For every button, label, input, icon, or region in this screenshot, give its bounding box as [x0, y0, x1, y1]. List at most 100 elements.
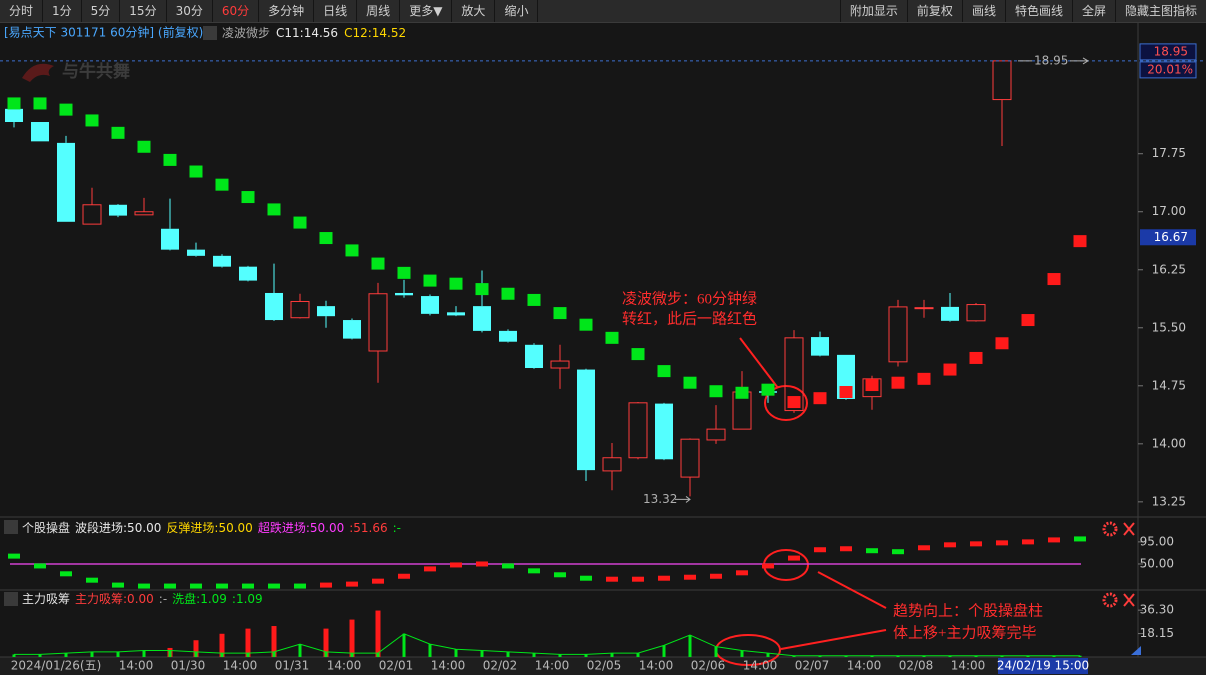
signal-marker	[241, 191, 255, 204]
candle-body	[368, 293, 388, 352]
signal-marker	[865, 379, 879, 392]
marker-bar	[1022, 539, 1034, 545]
bar	[142, 650, 146, 657]
candle-body	[213, 255, 231, 267]
signal-marker	[111, 126, 125, 139]
signal-marker	[735, 386, 749, 399]
toolbar-button[interactable]: 全屏	[1071, 0, 1115, 22]
toolbar-button[interactable]: 前复权	[906, 0, 962, 22]
annotation: 凌波微步：60分钟绿	[622, 290, 757, 307]
toolbar-button[interactable]: 30分	[167, 0, 213, 22]
signal-marker	[709, 385, 723, 398]
legend-title: 个股操盘	[22, 520, 70, 535]
legend-item: 反弹进场:50.00	[166, 521, 252, 535]
candle-body	[239, 266, 257, 281]
signal-marker	[293, 216, 307, 229]
marker-bar	[528, 568, 540, 574]
bar	[220, 653, 224, 657]
settings-icon[interactable]	[1102, 592, 1118, 608]
price-tag: 18.95	[1154, 44, 1188, 58]
toolbar-button[interactable]: 放大	[452, 0, 496, 22]
marker-bar	[476, 561, 488, 567]
toolbar-button[interactable]: 附加显示	[839, 0, 907, 22]
bar	[272, 651, 276, 657]
toolbar-button[interactable]: 多分钟	[259, 0, 315, 22]
bar	[948, 655, 952, 657]
toolbar-button[interactable]: 周线	[357, 0, 401, 22]
marker-bar	[320, 582, 332, 588]
candle-body	[888, 306, 908, 363]
bar	[454, 649, 458, 657]
marker-bar	[346, 581, 358, 587]
toolbar-button[interactable]: 1分	[43, 0, 82, 22]
x-tick-label: 14:00	[431, 659, 466, 673]
bar	[714, 646, 718, 657]
y-tick-label: 36.30	[1140, 603, 1174, 617]
marker-bar	[840, 546, 852, 552]
toolbar-button[interactable]: 特色画线	[1004, 0, 1072, 22]
marker-bar	[502, 563, 514, 569]
signal-marker	[501, 287, 515, 300]
x-tick-label: 14:00	[535, 659, 570, 673]
toolbar-button[interactable]: 隐藏主图指标	[1114, 0, 1206, 22]
signal-marker	[7, 97, 21, 110]
candle-body	[784, 337, 804, 412]
toolbar-button[interactable]: 缩小	[495, 0, 539, 22]
bar	[922, 655, 926, 657]
signal-marker	[189, 165, 203, 178]
close-icon[interactable]	[1123, 522, 1135, 536]
bar	[766, 653, 770, 657]
bar	[376, 653, 380, 657]
toolbar-button[interactable]: 60分	[213, 0, 260, 22]
signal-marker	[423, 274, 437, 287]
bar	[480, 650, 484, 657]
candle-body	[550, 360, 570, 369]
bar	[90, 651, 94, 657]
candle-body	[525, 344, 543, 369]
help-icon[interactable]	[203, 26, 217, 40]
min-arrow	[675, 496, 691, 503]
marker-bar	[268, 583, 280, 589]
toolbar-button[interactable]: 分时	[0, 0, 44, 22]
signal-marker	[761, 383, 775, 396]
y-tick-label: 95.00	[1140, 534, 1174, 548]
bar	[116, 651, 120, 657]
help-icon[interactable]	[4, 592, 18, 606]
legend-item: 凌波微步	[222, 26, 270, 40]
help-icon[interactable]	[4, 520, 18, 534]
line	[14, 633, 1080, 657]
signal-marker	[605, 331, 619, 344]
y-tick-label: 16.25	[1152, 262, 1186, 276]
bar	[870, 655, 874, 657]
toolbar-button[interactable]: 画线	[961, 0, 1005, 22]
marker-bar	[1048, 537, 1060, 543]
legend-item: C12:14.52	[344, 26, 406, 40]
toolbar-button[interactable]: 日线	[314, 0, 358, 22]
signal-marker	[1047, 273, 1061, 286]
marker-bar	[164, 583, 176, 589]
signal-marker	[85, 114, 99, 127]
settings-icon[interactable]	[1102, 521, 1118, 537]
marker-bar	[424, 566, 436, 572]
toolbar-button[interactable]: 15分	[120, 0, 167, 22]
toolbar-button[interactable]: 5分	[82, 0, 121, 22]
cursor-x-label: 24/02/19 15:00	[997, 659, 1089, 673]
close-icon[interactable]	[1123, 593, 1135, 607]
marker-bar	[918, 545, 930, 551]
toolbar-button[interactable]: 更多▼	[400, 0, 453, 22]
annotation: 趋势向上：个股操盘柱	[893, 601, 1043, 619]
bar	[792, 655, 796, 657]
marker-bar	[684, 574, 696, 580]
bar	[323, 628, 329, 657]
y-tick-label: 18.15	[1140, 626, 1174, 640]
bar	[194, 651, 198, 657]
candle-body	[941, 306, 959, 321]
marker-bar	[944, 542, 956, 548]
candle-body	[134, 211, 154, 216]
legend-item: :-	[159, 592, 167, 606]
bar	[64, 653, 68, 657]
legend-item: :1.09	[232, 592, 263, 606]
signal-marker	[813, 392, 827, 405]
marker-bar	[710, 573, 722, 579]
